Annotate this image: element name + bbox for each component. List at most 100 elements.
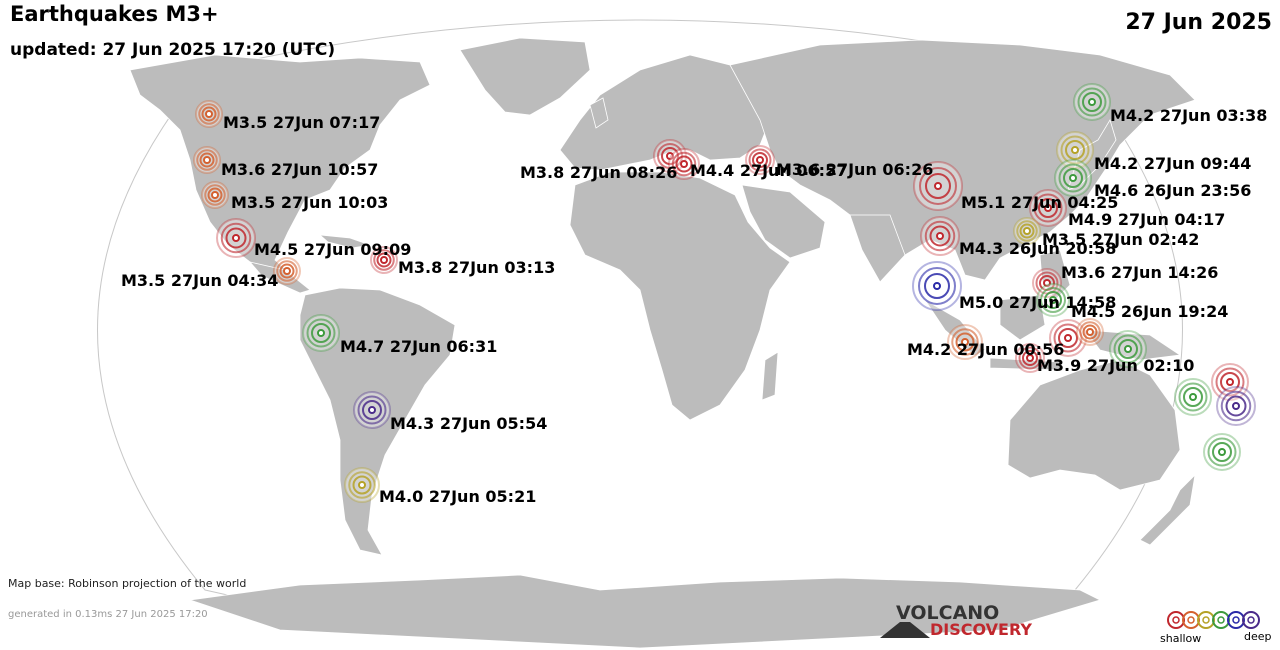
quake-ring	[1220, 372, 1240, 392]
quake-label-q9[interactable]: M4.0 27Jun 05:21	[379, 487, 537, 506]
quake-marker-q18[interactable]	[1056, 131, 1094, 169]
quake-epicenter	[283, 267, 291, 275]
quake-epicenter	[1023, 227, 1031, 235]
quake-label-q2[interactable]: M3.6 27Jun 10:57	[221, 160, 379, 179]
quake-label-q16[interactable]: M4.2 27Jun 00:56	[907, 340, 1065, 359]
quake-marker-q31[interactable]	[1203, 433, 1241, 471]
legend-depth-dot	[1172, 616, 1180, 624]
quake-marker-q1[interactable]	[195, 100, 223, 128]
quake-marker-q9[interactable]	[344, 467, 380, 503]
quake-epicenter	[317, 329, 325, 337]
quake-ring	[752, 152, 768, 168]
volcano-discovery-logo[interactable]: VOLCANO DISCOVERY	[880, 602, 1040, 642]
quake-ring	[1178, 382, 1208, 412]
quake-marker-q26[interactable]	[1076, 318, 1104, 346]
quake-ring	[311, 323, 331, 343]
quake-marker-q6[interactable]	[370, 246, 398, 274]
quake-marker-q2[interactable]	[193, 146, 221, 174]
quake-epicenter	[666, 152, 674, 160]
quake-marker-q27[interactable]	[1109, 330, 1147, 368]
quake-label-q14[interactable]: M4.3 26Jun 20:58	[959, 239, 1117, 258]
quake-ring	[929, 225, 951, 247]
quake-label-q13[interactable]: M5.1 27Jun 04:25	[961, 193, 1119, 212]
quake-marker-q25[interactable]	[1015, 343, 1045, 373]
quake-marker-q20[interactable]	[1029, 189, 1067, 227]
quake-label-q1[interactable]: M3.5 27Jun 07:17	[223, 113, 381, 132]
quake-marker-q13[interactable]	[913, 161, 963, 211]
quake-epicenter	[1069, 174, 1077, 182]
earthquake-markers	[193, 83, 1256, 503]
quake-marker-q7[interactable]	[302, 314, 340, 352]
quake-ring	[918, 267, 956, 305]
quake-epicenter	[1088, 98, 1096, 106]
page-title: Earthquakes M3+	[10, 2, 219, 26]
quake-label-q23[interactable]: M4.5 26Jun 19:24	[1071, 302, 1229, 321]
quake-ring	[279, 263, 295, 279]
quake-epicenter	[1226, 378, 1234, 386]
legend-depth-dot	[1217, 616, 1225, 624]
quake-label-q8[interactable]: M4.3 27Jun 05:54	[390, 414, 548, 433]
quake-label-q24[interactable]: M3.9 27Jun 02:10	[1037, 356, 1195, 375]
quake-marker-q28[interactable]	[1211, 363, 1249, 401]
quake-marker-q14[interactable]	[920, 216, 960, 256]
quake-ring	[1058, 328, 1078, 348]
quake-marker-q4[interactable]	[216, 218, 256, 258]
quake-marker-q21[interactable]	[1013, 217, 1041, 245]
quake-ring	[955, 332, 975, 352]
quake-marker-q5[interactable]	[273, 257, 301, 285]
quake-label-q22[interactable]: M3.6 27Jun 14:26	[1061, 263, 1219, 282]
quake-label-q6[interactable]: M3.8 27Jun 03:13	[398, 258, 556, 277]
quake-label-q7[interactable]: M4.7 27Jun 06:31	[340, 337, 498, 356]
quake-marker-q8[interactable]	[353, 391, 391, 429]
landmass-sumatra	[924, 299, 986, 357]
quake-label-q21[interactable]: M3.5 27Jun 02:42	[1042, 230, 1200, 249]
quake-marker-q15[interactable]	[912, 261, 962, 311]
quake-epicenter	[1071, 146, 1079, 154]
quake-marker-q19[interactable]	[1054, 159, 1092, 197]
quake-ring	[748, 148, 772, 172]
quake-marker-q10[interactable]	[653, 139, 687, 173]
quake-epicenter	[1124, 345, 1132, 353]
legend-depth-dot	[1187, 616, 1195, 624]
legend-rings	[1167, 611, 1260, 629]
quake-label-q19[interactable]: M4.6 26Jun 23:56	[1094, 181, 1252, 200]
quake-ring	[1060, 135, 1090, 165]
quake-label-q15[interactable]: M5.0 27Jun 14:58	[959, 293, 1117, 312]
quake-epicenter	[1026, 354, 1034, 362]
quake-ring	[1033, 193, 1063, 223]
quake-marker-q29[interactable]	[1174, 378, 1212, 416]
quake-marker-q11[interactable]	[668, 148, 700, 180]
quake-marker-q12[interactable]	[745, 145, 775, 175]
quake-ring	[675, 155, 693, 173]
quake-label-q5[interactable]: M3.5 27Jun 04:34	[121, 271, 279, 290]
quake-label-q3[interactable]: M3.5 27Jun 10:03	[231, 193, 389, 212]
landmass-africa	[569, 171, 791, 421]
quake-label-q20[interactable]: M4.9 27Jun 04:17	[1068, 210, 1226, 229]
legend-depth-dot	[1202, 616, 1210, 624]
quake-marker-q30[interactable]	[1216, 386, 1256, 426]
quake-marker-q23[interactable]	[1036, 283, 1070, 317]
quake-ring	[357, 395, 387, 425]
logo-line-2: DISCOVERY	[930, 620, 1033, 639]
landmass-greenland	[459, 37, 591, 116]
quake-ring	[362, 400, 382, 420]
quake-label-q12[interactable]: M3.6 27Jun 06:26	[776, 160, 934, 179]
quake-ring	[1058, 163, 1088, 193]
quake-marker-q22[interactable]	[1032, 268, 1062, 298]
quake-epicenter	[205, 110, 213, 118]
quake-ring	[1118, 339, 1138, 359]
quake-label-q11[interactable]: M4.4 27Jun 06:57	[690, 161, 848, 180]
legend-depth-dot	[1232, 616, 1240, 624]
quake-ring	[207, 187, 223, 203]
quake-marker-q17[interactable]	[1073, 83, 1111, 121]
quake-marker-q3[interactable]	[201, 181, 229, 209]
quake-epicenter	[680, 160, 688, 168]
quake-label-q17[interactable]: M4.2 27Jun 03:38	[1110, 106, 1268, 125]
quake-ring	[1038, 198, 1058, 218]
quake-ring	[1065, 140, 1085, 160]
quake-label-q10[interactable]: M3.8 27Jun 08:26	[520, 163, 678, 182]
quake-marker-q16[interactable]	[947, 324, 983, 360]
quake-label-q18[interactable]: M4.2 27Jun 09:44	[1094, 154, 1252, 173]
quake-label-q4[interactable]: M4.5 27Jun 09:09	[254, 240, 412, 259]
